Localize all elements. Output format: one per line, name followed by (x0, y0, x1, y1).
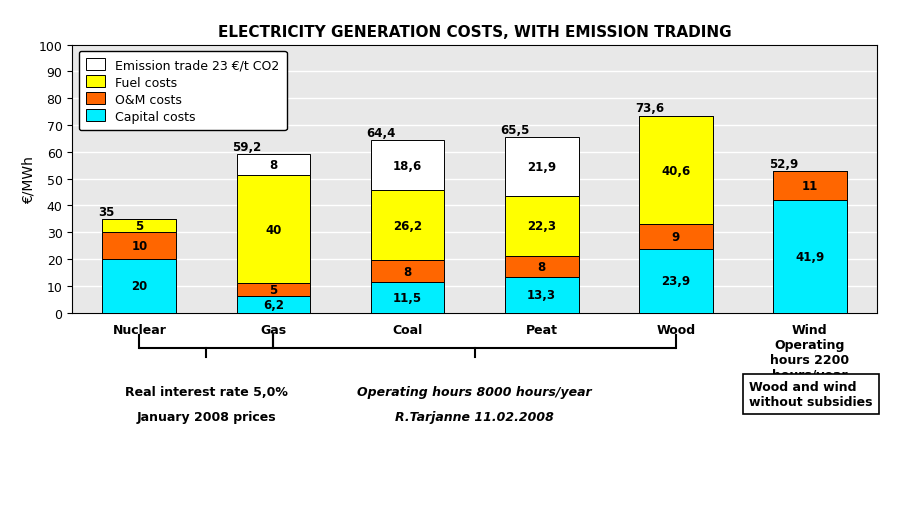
Bar (237, 283, 310, 296)
Text: 5: 5 (135, 220, 144, 233)
Bar (102, 260, 176, 313)
Bar (237, 176, 310, 283)
Bar (772, 201, 846, 313)
Title: ELECTRICITY GENERATION COSTS, WITH EMISSION TRADING: ELECTRICITY GENERATION COSTS, WITH EMISS… (218, 25, 731, 40)
Bar (504, 138, 578, 196)
Text: 18,6: 18,6 (393, 160, 422, 172)
Bar (370, 261, 444, 282)
Text: 64,4: 64,4 (367, 126, 396, 139)
Bar (504, 256, 578, 278)
Text: 6,2: 6,2 (263, 298, 284, 311)
Y-axis label: €/MWh: €/MWh (22, 156, 36, 203)
Text: 21,9: 21,9 (526, 161, 555, 174)
Text: 65,5: 65,5 (500, 124, 529, 136)
Text: 35: 35 (98, 205, 115, 218)
Bar (772, 172, 846, 201)
Text: 11,5: 11,5 (393, 291, 422, 304)
Bar (370, 141, 444, 191)
Legend: Emission trade 23 €/t CO2, Fuel costs, O&M costs, Capital costs: Emission trade 23 €/t CO2, Fuel costs, O… (79, 52, 286, 131)
Bar (638, 249, 712, 313)
Bar (102, 219, 176, 233)
Text: 23,9: 23,9 (660, 275, 690, 288)
Text: 40,6: 40,6 (660, 164, 690, 177)
Bar (638, 116, 712, 225)
Text: 8: 8 (269, 159, 277, 172)
Text: 5: 5 (269, 283, 277, 296)
Text: Wood and wind
without subsidies: Wood and wind without subsidies (749, 380, 872, 408)
Bar (237, 296, 310, 313)
Text: 22,3: 22,3 (526, 220, 555, 233)
Bar (370, 191, 444, 261)
Bar (638, 225, 712, 249)
Text: 73,6: 73,6 (634, 102, 663, 115)
Text: 8: 8 (537, 260, 545, 273)
Text: 20: 20 (131, 280, 147, 293)
Bar (504, 196, 578, 256)
Text: Real interest rate 5,0%: Real interest rate 5,0% (125, 385, 287, 398)
Bar (102, 233, 176, 260)
Text: January 2008 prices: January 2008 prices (136, 411, 276, 424)
Text: Operating hours 8000 hours/year: Operating hours 8000 hours/year (357, 385, 591, 398)
Text: 26,2: 26,2 (393, 219, 422, 232)
Text: 52,9: 52,9 (768, 157, 797, 170)
Bar (237, 155, 310, 176)
Bar (504, 278, 578, 313)
Text: 10: 10 (131, 240, 147, 252)
Text: 41,9: 41,9 (795, 250, 824, 264)
Text: R.Tarjanne 11.02.2008: R.Tarjanne 11.02.2008 (395, 411, 554, 424)
Text: 13,3: 13,3 (526, 289, 555, 302)
Text: 40: 40 (265, 223, 282, 236)
Text: 8: 8 (403, 265, 411, 278)
Text: 9: 9 (671, 231, 679, 243)
Text: 59,2: 59,2 (232, 140, 262, 154)
Text: 11: 11 (801, 180, 817, 193)
Bar (370, 282, 444, 313)
